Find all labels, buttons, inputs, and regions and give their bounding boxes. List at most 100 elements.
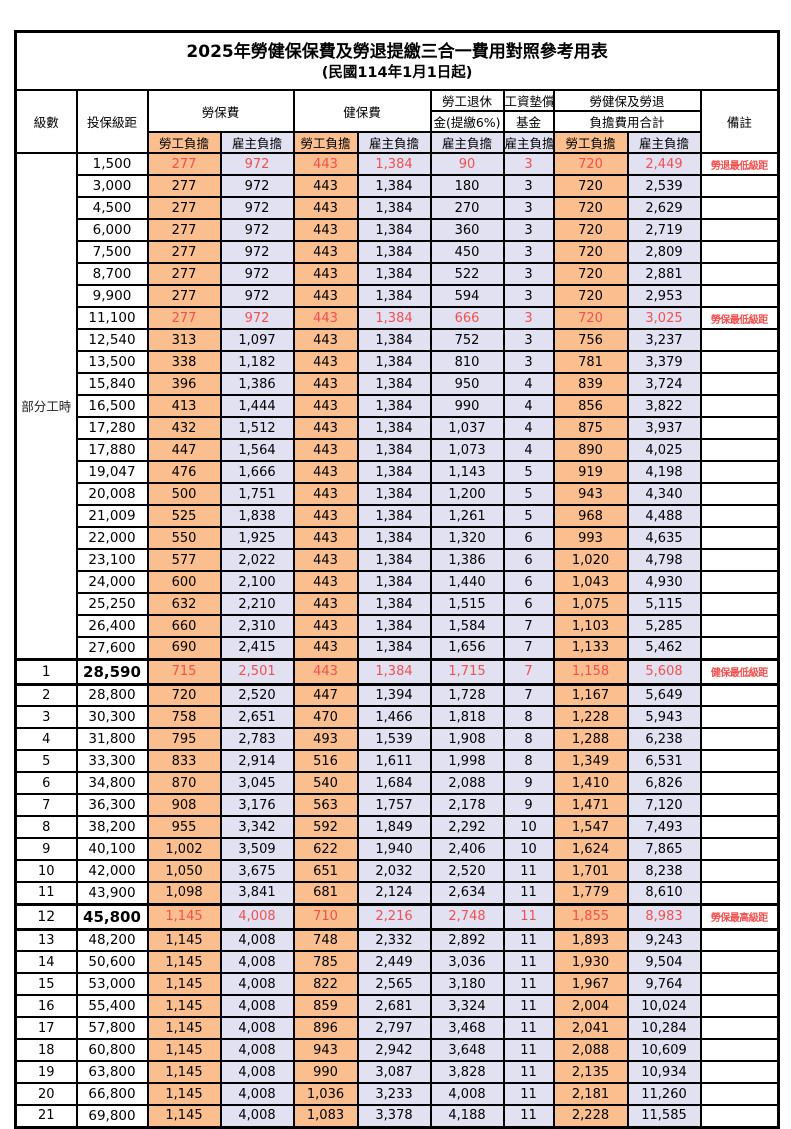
table-row: 26,400 660 2,310 443 1,384 1,584 7 1,103 5,285 <box>16 614 780 638</box>
remark-cell <box>699 372 780 396</box>
total-employee-cell: 1,410 <box>552 771 629 795</box>
total-employer-cell: 10,609 <box>626 1038 702 1062</box>
labor-ins-employer-cell: 4,008 <box>219 1060 295 1084</box>
total-employer-cell: 5,115 <box>626 592 702 616</box>
pension-employer-cell: 3,180 <box>429 972 505 996</box>
insured-bracket-cell: 43,900 <box>75 881 149 905</box>
health-ins-employee-cell: 443 <box>292 306 359 330</box>
insured-bracket-cell: 25,250 <box>75 592 149 616</box>
remark-cell: 勞保最低級距 <box>699 306 780 330</box>
pension-employer-cell: 1,073 <box>429 438 505 462</box>
health-ins-employer-cell: 3,087 <box>356 1060 432 1084</box>
health-ins-employer-cell: 2,124 <box>356 881 432 905</box>
labor-ins-employer-cell: 4,008 <box>219 1082 295 1106</box>
wage-fund-employer-cell: 11 <box>502 950 555 974</box>
pension-employer-cell: 2,748 <box>429 902 505 931</box>
total-employee-cell: 1,624 <box>552 837 629 861</box>
total-employee-cell: 2,228 <box>552 1104 629 1128</box>
labor-ins-employer-cell: 2,783 <box>219 727 295 751</box>
labor-ins-employee-cell: 660 <box>146 614 222 638</box>
total-employer-cell: 4,930 <box>626 570 702 594</box>
level-cell: 6 <box>14 771 78 795</box>
total-employee-cell: 1,158 <box>552 657 629 686</box>
wage-fund-employer-cell: 6 <box>502 592 555 616</box>
remark-cell <box>699 1016 780 1040</box>
wage-fund-employer-cell: 7 <box>502 657 555 686</box>
col-header-labor-insurance: 勞保費 <box>146 89 295 133</box>
labor-ins-employer-cell: 3,342 <box>219 815 295 839</box>
insured-bracket-cell: 34,800 <box>75 771 149 795</box>
pension-employer-cell: 270 <box>429 196 505 220</box>
labor-ins-employer-cell: 2,914 <box>219 749 295 773</box>
table-row: 23,100 577 2,022 443 1,384 1,386 6 1,020 4,798 <box>16 548 780 572</box>
labor-ins-employee-cell: 577 <box>146 548 222 572</box>
labor-ins-employee-cell: 277 <box>146 196 222 220</box>
health-ins-employee-cell: 443 <box>292 174 359 198</box>
remark-cell <box>699 218 780 242</box>
pension-employer-cell: 2,292 <box>429 815 505 839</box>
labor-ins-employee-cell: 758 <box>146 705 222 729</box>
labor-ins-employer-cell: 4,008 <box>219 902 295 931</box>
labor-ins-employee-cell: 277 <box>146 174 222 198</box>
col-header-wage-fund-line1: 工資墊償 <box>502 89 555 112</box>
total-employee-cell: 2,004 <box>552 994 629 1018</box>
health-ins-employer-cell: 1,384 <box>356 174 432 198</box>
labor-ins-employee-cell: 550 <box>146 526 222 550</box>
health-ins-employer-cell: 1,384 <box>356 504 432 528</box>
table-row: 1 28,590 715 2,501 443 1,384 1,715 7 1,158 5,608 健… <box>14 657 780 686</box>
wage-fund-employer-cell: 3 <box>502 284 555 308</box>
total-employer-cell: 4,198 <box>626 460 702 484</box>
level-cell: 18 <box>14 1038 78 1062</box>
total-employee-cell: 968 <box>552 504 629 528</box>
insured-bracket-cell: 48,200 <box>75 928 149 952</box>
health-ins-employer-cell: 2,565 <box>356 972 432 996</box>
labor-ins-employee-cell: 277 <box>146 262 222 286</box>
health-ins-employer-cell: 1,757 <box>356 793 432 817</box>
insured-bracket-cell: 1,500 <box>75 152 149 176</box>
insured-bracket-cell: 12,540 <box>75 328 149 352</box>
pension-employer-cell: 1,440 <box>429 570 505 594</box>
remark-cell <box>699 771 780 795</box>
health-ins-employer-cell: 3,233 <box>356 1082 432 1106</box>
pension-employer-cell: 752 <box>429 328 505 352</box>
remark-cell <box>699 196 780 220</box>
pension-employer-cell: 360 <box>429 218 505 242</box>
table-row: 12,540 313 1,097 443 1,384 752 3 756 3,237 <box>16 328 780 352</box>
insured-bracket-cell: 8,700 <box>75 262 149 286</box>
wage-fund-employer-cell: 11 <box>502 1038 555 1062</box>
health-ins-employee-cell: 859 <box>292 994 359 1018</box>
pension-employer-cell: 1,143 <box>429 460 505 484</box>
col-header-pension-line1: 勞工退休 <box>429 89 505 112</box>
wage-fund-employer-cell: 10 <box>502 837 555 861</box>
insured-bracket-cell: 55,400 <box>75 994 149 1018</box>
remark-cell <box>699 1104 780 1128</box>
total-employer-cell: 7,493 <box>626 815 702 839</box>
table-row: 12 45,800 1,145 4,008 710 2,216 2,748 11 1,855 8,… <box>14 902 780 931</box>
health-ins-employee-cell: 443 <box>292 482 359 506</box>
labor-ins-employee-cell: 1,145 <box>146 972 222 996</box>
table-row: 6,000 277 972 443 1,384 360 3 720 2,719 <box>16 218 780 242</box>
table-row: 21,009 525 1,838 443 1,384 1,261 5 968 4,488 <box>16 504 780 528</box>
total-employee-cell: 1,471 <box>552 793 629 817</box>
table-row: 16,500 413 1,444 443 1,384 990 4 856 3,822 <box>16 394 780 418</box>
total-employer-cell: 5,462 <box>626 636 702 660</box>
remark-cell <box>699 482 780 506</box>
total-employee-cell: 1,103 <box>552 614 629 638</box>
remark-cell <box>699 950 780 974</box>
insured-bracket-cell: 11,100 <box>75 306 149 330</box>
total-employee-cell: 781 <box>552 350 629 374</box>
level-cell: 15 <box>14 972 78 996</box>
col-header-bracket: 投保級距 <box>75 89 149 154</box>
wage-fund-employer-cell: 6 <box>502 526 555 550</box>
pension-employer-cell: 180 <box>429 174 505 198</box>
pension-employer-cell: 950 <box>429 372 505 396</box>
level-cell: 12 <box>14 902 78 931</box>
wage-fund-employer-cell: 3 <box>502 152 555 176</box>
table-row: 3,000 277 972 443 1,384 180 3 720 2,539 <box>16 174 780 198</box>
level-cell: 10 <box>14 859 78 883</box>
insured-bracket-cell: 63,800 <box>75 1060 149 1084</box>
insured-bracket-cell: 21,009 <box>75 504 149 528</box>
table-row: 14 50,600 1,145 4,008 785 2,449 3,036 11 1,930 9,… <box>14 950 780 974</box>
total-employer-cell: 4,798 <box>626 548 702 572</box>
subheader-labor-employee: 勞工負擔 <box>146 131 222 154</box>
